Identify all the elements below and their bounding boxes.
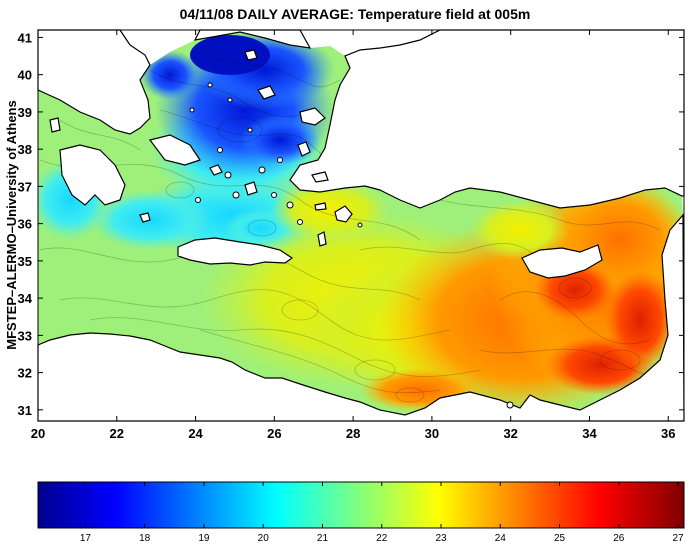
- land-euboea: [148, 134, 201, 166]
- land-turkey: [289, 29, 685, 209]
- land-cyprus: [521, 244, 603, 279]
- y-tick-label: 40: [18, 68, 32, 83]
- y-tick-label: 38: [18, 142, 32, 157]
- colorbar-tick-label: 23: [435, 533, 447, 544]
- land-chios: [297, 141, 311, 157]
- land-greece: [37, 29, 151, 135]
- land-mask: [37, 29, 685, 422]
- colorbar-tick-label: 25: [554, 533, 566, 544]
- land-thasos: [244, 49, 258, 61]
- land-karpathos: [317, 231, 327, 247]
- chart-title: 04/11/08 DAILY AVERAGE: Temperature fiel…: [180, 6, 531, 22]
- land-africa: [37, 213, 685, 422]
- map-frame: [37, 29, 685, 422]
- land-lemnos: [257, 85, 276, 100]
- land-kythira: [139, 212, 151, 223]
- colorbar-tick-label: 19: [198, 533, 210, 544]
- land-kefalonia: [49, 117, 61, 133]
- y-tick-label: 34: [18, 291, 33, 306]
- y-tick-label: 37: [18, 179, 32, 194]
- land-naxos: [244, 181, 258, 196]
- land-lesvos: [299, 107, 326, 126]
- land-crete: [177, 237, 294, 266]
- colorbar-tick-label: 18: [139, 533, 151, 544]
- y-tick-label: 32: [18, 366, 32, 381]
- colorbar-tick-label: 27: [673, 533, 685, 544]
- colorbar-tick-label: 17: [80, 533, 92, 544]
- x-tick-label: 22: [110, 426, 124, 441]
- colorbar-tick-label: 24: [495, 533, 507, 544]
- x-tick-label: 20: [31, 426, 45, 441]
- colorbar-tick-label: 22: [376, 533, 388, 544]
- colorbar-tick-label: 21: [317, 533, 329, 544]
- x-tick-label: 26: [267, 426, 281, 441]
- x-tick-label: 30: [425, 426, 439, 441]
- y-tick-label: 41: [18, 30, 32, 45]
- side-label: MFSTEP–ALERMO–University of Athens: [4, 100, 19, 349]
- x-tick-label: 28: [346, 426, 360, 441]
- colorbar-tick-label: 20: [258, 533, 270, 544]
- colorbar-tick-label: 26: [613, 533, 625, 544]
- y-tick-label: 39: [18, 105, 32, 120]
- x-tick-label: 32: [503, 426, 517, 441]
- land-peloponnese: [59, 144, 126, 206]
- y-axis-ticks: 31 32 33 34 35 36 37 38 39 40 41: [18, 30, 684, 418]
- colorbar: [37, 481, 685, 529]
- y-tick-label: 31: [18, 403, 32, 418]
- x-axis-ticks: 20 22 24 26 28 30 32 34 36: [31, 30, 675, 441]
- land-andros: [209, 164, 223, 176]
- land-samos: [311, 171, 329, 183]
- x-tick-label: 24: [188, 426, 203, 441]
- y-tick-label: 35: [18, 254, 32, 269]
- land-rhodes: [334, 205, 353, 223]
- islets: [189, 82, 514, 409]
- y-tick-label: 33: [18, 328, 32, 343]
- land-kos: [314, 202, 327, 211]
- y-tick-label: 36: [18, 217, 32, 232]
- x-tick-label: 34: [582, 426, 597, 441]
- x-tick-label: 36: [661, 426, 675, 441]
- colorbar-ticks: 17 18 19 20 21 22 23 24 25 26 27: [80, 482, 684, 544]
